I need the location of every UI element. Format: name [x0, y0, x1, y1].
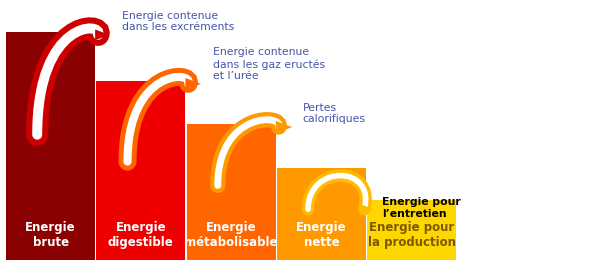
Text: Energie
métabolisable: Energie métabolisable — [184, 221, 278, 249]
Bar — [367, 200, 456, 260]
Text: Energie pour
la production: Energie pour la production — [368, 221, 456, 249]
Text: Energie contenue
dans les gaz eructés
et l’urée: Energie contenue dans les gaz eructés et… — [213, 47, 324, 81]
Polygon shape — [276, 121, 293, 133]
Text: Energie contenue
dans les excréments: Energie contenue dans les excréments — [122, 10, 234, 32]
Bar — [96, 81, 185, 260]
Text: Pertes
calorifiques: Pertes calorifiques — [303, 103, 366, 124]
Text: Energie pour
l’entretien: Energie pour l’entretien — [382, 197, 461, 219]
Bar — [187, 124, 276, 260]
Text: Energie
digestible: Energie digestible — [108, 221, 174, 249]
Polygon shape — [185, 78, 201, 90]
Bar — [6, 32, 95, 260]
Bar — [277, 168, 366, 260]
Text: Energie
brute: Energie brute — [25, 221, 76, 249]
Polygon shape — [361, 204, 374, 214]
Text: Energie
nette: Energie nette — [296, 221, 347, 249]
Polygon shape — [95, 29, 110, 40]
